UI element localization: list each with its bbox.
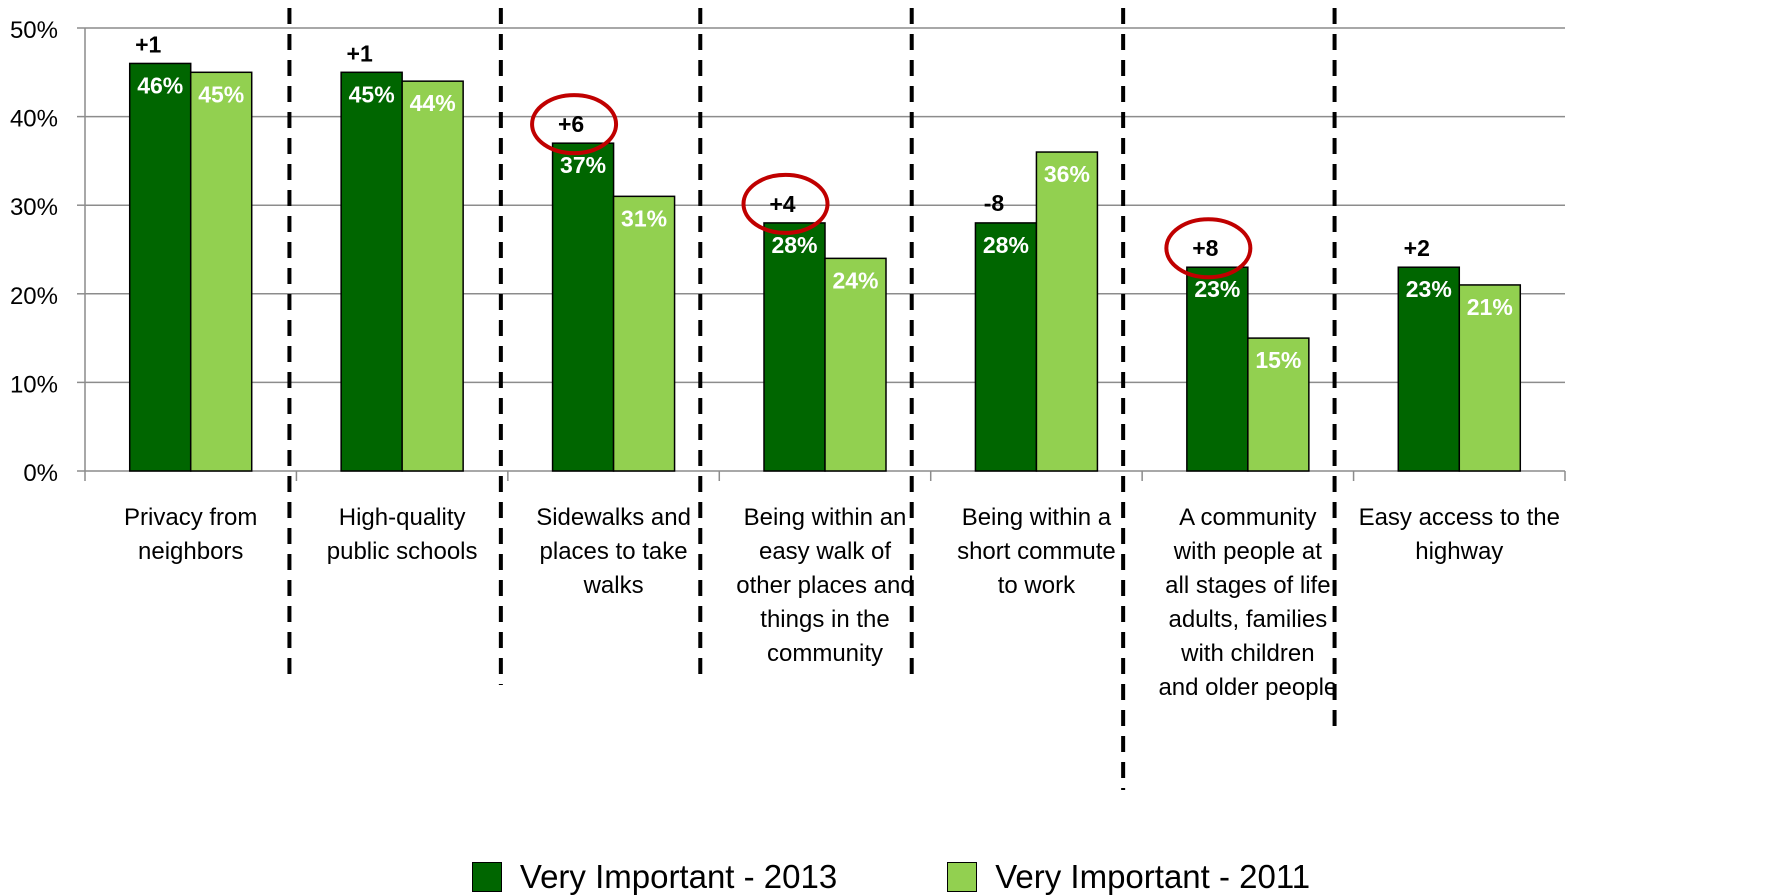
x-tick-label: Being within an (744, 504, 907, 531)
legend-label-2011: Very Important - 2011 (995, 858, 1311, 895)
x-tick-label: community (767, 640, 883, 667)
legend-item-2011: Very Important - 2011 (947, 858, 1310, 896)
legend: Very Important - 2013 Very Important - 2… (0, 858, 1782, 896)
legend-item-2013: Very Important - 2013 (471, 858, 838, 896)
x-tick-label: short commute (957, 538, 1116, 565)
legend-swatch-2013 (471, 862, 502, 892)
highlight-circle (530, 93, 619, 156)
x-tick-label: Privacy from (124, 504, 257, 531)
x-tick-label: adults, families (1168, 606, 1327, 633)
x-tick-label: and older people (1158, 674, 1337, 701)
data-label-2013: 28% (983, 232, 1029, 258)
bar-2011 (401, 80, 464, 472)
data-label-2011: 31% (621, 205, 667, 231)
bar-2013 (128, 62, 192, 472)
x-tick-label: things in the (760, 606, 889, 633)
x-tick-label: with children (1180, 640, 1314, 667)
highlight-circle (1164, 217, 1253, 280)
change-label: +1 (347, 40, 373, 66)
x-tick-label: neighbors (138, 538, 243, 565)
x-tick-label: other places and (736, 572, 913, 599)
data-label-2011: 36% (1044, 161, 1090, 187)
x-tick-label: walks (583, 572, 644, 599)
y-tick-label: 30% (10, 194, 58, 221)
bar-2013 (551, 142, 615, 472)
x-tick-label: with people at (1173, 538, 1322, 565)
data-label-2013: 23% (1194, 276, 1240, 302)
x-tick-label: A community (1179, 504, 1316, 531)
change-label: -8 (984, 190, 1005, 216)
x-tick-label: High-quality (339, 504, 466, 531)
x-tick-label: easy walk of (759, 538, 891, 565)
x-tick-label: all stages of life (1165, 572, 1330, 599)
y-tick-label: 20% (10, 283, 58, 310)
x-tick-label: public schools (327, 538, 478, 565)
y-tick-label: 0% (23, 460, 58, 487)
bar-2011 (1247, 337, 1310, 472)
bar-2011 (1458, 284, 1522, 472)
bar-2013 (763, 222, 826, 472)
bar-2011 (612, 195, 676, 472)
bar-2013 (974, 222, 1038, 472)
data-label-2013: 45% (349, 81, 395, 107)
highlight-circle (741, 172, 830, 235)
bar-2013 (1186, 266, 1249, 472)
x-tick-label: to work (998, 572, 1076, 599)
data-label-2011: 15% (1255, 347, 1301, 373)
data-label-2013: 37% (560, 152, 606, 178)
bar-2011 (189, 71, 253, 472)
legend-swatch-2011 (947, 862, 978, 892)
bar-2011 (824, 257, 887, 472)
change-label: +6 (558, 111, 584, 137)
x-tick-label: highway (1415, 538, 1503, 565)
data-label-2013: 28% (771, 232, 817, 258)
x-tick-label: Sidewalks and (536, 504, 691, 531)
data-label-2011: 24% (832, 267, 878, 293)
y-tick-label: 10% (10, 371, 58, 398)
data-label-2013: 46% (137, 72, 183, 98)
change-label: +4 (769, 191, 795, 217)
y-tick-label: 40% (10, 106, 58, 133)
data-label-2011: 44% (410, 90, 456, 116)
bar-2013 (1397, 266, 1461, 472)
x-tick-label: Easy access to the (1359, 504, 1560, 531)
x-tick-label: places to take (540, 538, 688, 565)
data-label-2011: 45% (198, 81, 244, 107)
change-label: +1 (135, 31, 161, 57)
bar-2013 (340, 71, 403, 472)
change-label: +2 (1404, 235, 1430, 261)
data-label-2011: 21% (1467, 294, 1513, 320)
bar-2011 (1035, 151, 1099, 472)
data-label-2013: 23% (1406, 276, 1452, 302)
x-tick-label: Being within a (962, 504, 1112, 531)
legend-label-2013: Very Important - 2013 (519, 858, 838, 895)
change-label: +8 (1192, 235, 1218, 261)
y-tick-label: 50% (10, 17, 58, 44)
